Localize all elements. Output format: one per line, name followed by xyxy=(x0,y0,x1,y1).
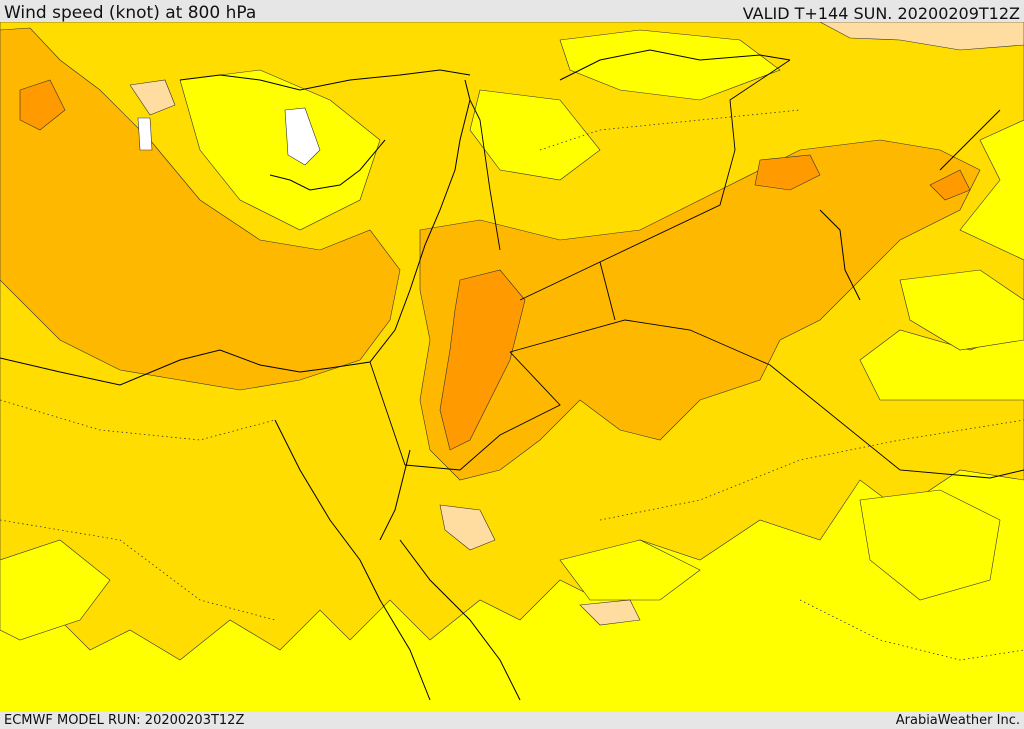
wind-band-calm xyxy=(137,117,153,151)
wind-band-peak xyxy=(754,154,821,191)
header-bar: Wind speed (knot) at 800 hPa VALID T+144… xyxy=(0,0,1024,23)
wind-band-low-pocket xyxy=(469,89,601,181)
credit-label: ArabiaWeather Inc. xyxy=(895,713,1020,728)
wind-band-peak xyxy=(19,79,66,131)
wind-band-high-east xyxy=(419,139,981,481)
valid-time: VALID T+144 SUN. 20200209T12Z xyxy=(742,4,1020,23)
wind-band-light xyxy=(819,22,1024,51)
wind-band-low-pocket xyxy=(899,269,1024,351)
wind-band-peak xyxy=(439,269,526,451)
footer-bar: ECMWF MODEL RUN: 20200203T12Z ArabiaWeat… xyxy=(0,712,1024,729)
wind-band-peak xyxy=(929,169,971,201)
wind-band-low-pocket xyxy=(559,29,781,101)
wind-speed-map xyxy=(0,22,1024,712)
wind-band-light xyxy=(439,504,496,551)
country-borders xyxy=(369,59,1024,479)
wind-band-calm xyxy=(284,107,321,166)
wind-band-low-pocket xyxy=(0,539,111,641)
wind-band-light xyxy=(579,599,641,626)
map-title: Wind speed (knot) at 800 hPa xyxy=(4,3,257,23)
wind-band-low-pocket xyxy=(559,539,701,601)
wind-band-low-pocket xyxy=(859,489,1001,601)
wind-band-low-pocket xyxy=(179,69,381,231)
model-run: ECMWF MODEL RUN: 20200203T12Z xyxy=(4,713,245,728)
wind-band-light xyxy=(129,79,176,116)
region-boundaries xyxy=(0,109,1024,661)
wind-band-high-west xyxy=(0,27,401,391)
